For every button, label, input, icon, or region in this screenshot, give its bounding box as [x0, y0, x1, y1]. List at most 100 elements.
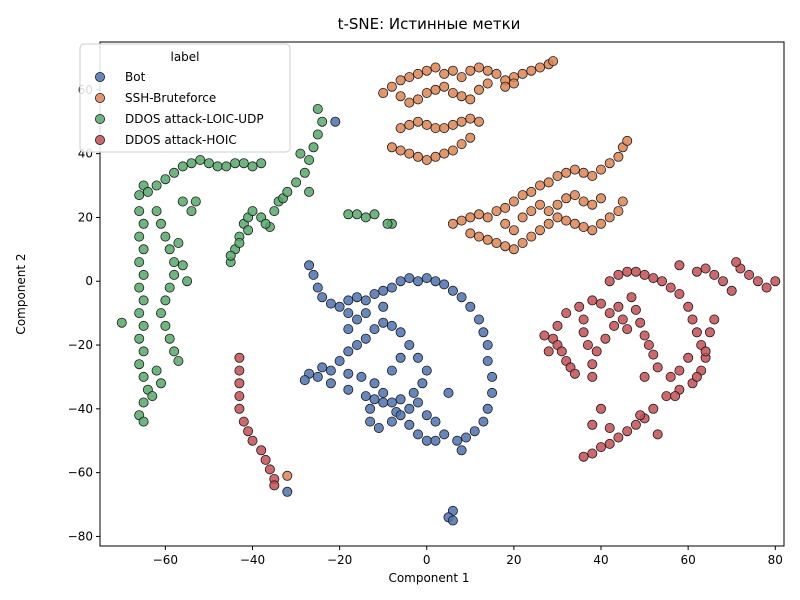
- point-ddos-attack-hoic: [264, 464, 275, 475]
- point-ssh-bruteforce: [447, 218, 458, 229]
- point-ssh-bruteforce: [569, 218, 580, 229]
- point-bot: [430, 435, 441, 446]
- point-ssh-bruteforce: [473, 116, 484, 127]
- point-ssh-bruteforce: [617, 196, 628, 207]
- point-ddos-attack-loic-udp: [160, 320, 171, 331]
- point-ssh-bruteforce: [491, 237, 502, 248]
- point-ddos-attack-loic-udp: [203, 158, 214, 169]
- point-ssh-bruteforce: [604, 158, 615, 169]
- point-ddos-attack-loic-udp: [116, 317, 127, 328]
- point-ssh-bruteforce: [439, 81, 450, 92]
- point-ddos-attack-hoic: [561, 308, 572, 319]
- point-ddos-attack-loic-udp: [295, 148, 306, 159]
- point-ddos-attack-hoic: [670, 391, 681, 402]
- point-ssh-bruteforce: [430, 62, 441, 73]
- point-ssh-bruteforce: [412, 151, 423, 162]
- point-ssh-bruteforce: [548, 56, 559, 67]
- point-ddos-attack-hoic: [604, 422, 615, 433]
- point-bot: [487, 387, 498, 398]
- plot-frame: [99, 41, 785, 547]
- point-ddos-attack-hoic: [635, 317, 646, 328]
- point-ssh-bruteforce: [430, 151, 441, 162]
- legend-label-ddos-attack-loic-udp: DDOS attack-LOIC-UDP: [125, 112, 264, 126]
- point-ddos-attack-hoic: [726, 285, 737, 296]
- point-ddos-attack-loic-udp: [164, 244, 175, 255]
- x-tick-label: −60: [153, 553, 178, 567]
- point-ssh-bruteforce: [517, 237, 528, 248]
- y-tick-label: −20: [68, 338, 93, 352]
- point-ssh-bruteforce: [578, 167, 589, 178]
- point-bot: [412, 429, 423, 440]
- point-ddos-attack-loic-udp: [308, 142, 319, 153]
- point-ddos-attack-loic-udp: [164, 333, 175, 344]
- point-bot: [482, 339, 493, 350]
- legend-title: label: [170, 50, 199, 64]
- point-bot: [395, 327, 406, 338]
- point-ddos-attack-hoic: [269, 480, 280, 491]
- point-bot: [412, 397, 423, 408]
- point-ssh-bruteforce: [439, 148, 450, 159]
- point-ddos-attack-hoic: [604, 276, 615, 287]
- point-ddos-attack-loic-udp: [134, 190, 145, 201]
- point-ddos-attack-hoic: [630, 266, 641, 277]
- point-ddos-attack-loic-udp: [304, 186, 315, 197]
- point-bot: [351, 339, 362, 350]
- point-ddos-attack-loic-udp: [195, 154, 206, 165]
- point-ssh-bruteforce: [465, 228, 476, 239]
- point-ssh-bruteforce: [447, 145, 458, 156]
- point-bot: [456, 292, 467, 303]
- point-ddos-attack-hoic: [630, 419, 641, 430]
- point-ssh-bruteforce: [622, 135, 633, 146]
- x-tick-label: 80: [768, 553, 783, 567]
- point-ddos-attack-hoic: [234, 352, 245, 363]
- point-ssh-bruteforce: [404, 119, 415, 130]
- point-ddos-attack-hoic: [260, 454, 271, 465]
- point-ddos-attack-loic-udp: [351, 209, 362, 220]
- point-ssh-bruteforce: [613, 151, 624, 162]
- point-bot: [404, 273, 415, 284]
- point-ddos-attack-loic-udp: [260, 218, 271, 229]
- point-bot: [456, 445, 467, 456]
- point-ssh-bruteforce: [282, 470, 293, 481]
- point-bot: [469, 426, 480, 437]
- point-ddos-attack-loic-udp: [304, 154, 315, 165]
- point-ssh-bruteforce: [421, 154, 432, 165]
- point-ddos-attack-hoic: [674, 365, 685, 376]
- point-bot: [482, 403, 493, 414]
- point-ddos-attack-loic-udp: [186, 206, 197, 217]
- x-tick-label: 60: [681, 553, 696, 567]
- point-ddos-attack-hoic: [604, 438, 615, 449]
- point-bot: [417, 378, 428, 389]
- point-ddos-attack-hoic: [691, 327, 702, 338]
- point-bot: [460, 432, 471, 443]
- point-ssh-bruteforce: [456, 139, 467, 150]
- point-ddos-attack-hoic: [683, 301, 694, 312]
- points-layer: [116, 56, 781, 526]
- point-bot: [412, 352, 423, 363]
- point-ddos-attack-hoic: [587, 419, 598, 430]
- point-bot: [343, 308, 354, 319]
- legend-label-ddos-attack-hoic: DDOS attack-HOIC: [125, 133, 237, 147]
- point-bot: [430, 276, 441, 287]
- point-ssh-bruteforce: [526, 65, 537, 76]
- point-bot: [404, 419, 415, 430]
- point-ssh-bruteforce: [500, 202, 511, 213]
- point-bot: [317, 362, 328, 373]
- point-ddos-attack-hoic: [600, 333, 611, 344]
- point-ssh-bruteforce: [587, 170, 598, 181]
- point-ddos-attack-loic-udp: [182, 276, 193, 287]
- point-bot: [351, 292, 362, 303]
- point-ddos-attack-hoic: [587, 295, 598, 306]
- point-bot: [343, 368, 354, 379]
- point-ssh-bruteforce: [404, 148, 415, 159]
- point-bot: [317, 292, 328, 303]
- point-bot: [351, 314, 362, 325]
- point-ddos-attack-hoic: [596, 403, 607, 414]
- point-ssh-bruteforce: [395, 75, 406, 86]
- point-ssh-bruteforce: [439, 68, 450, 79]
- point-ssh-bruteforce: [473, 209, 484, 220]
- point-ddos-attack-hoic: [652, 362, 663, 373]
- point-ssh-bruteforce: [543, 177, 554, 188]
- point-ssh-bruteforce: [508, 244, 519, 255]
